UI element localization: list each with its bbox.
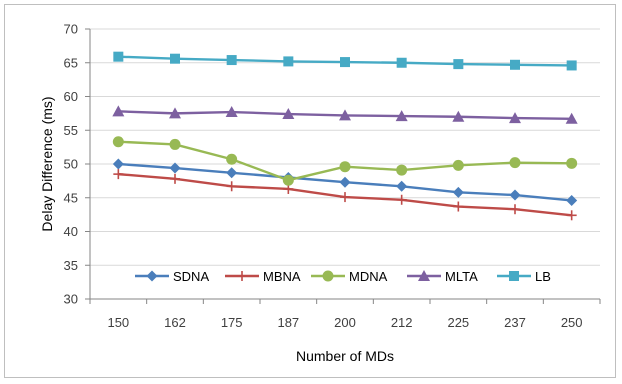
x-tick-labels: 150 162 175 187 200 212 225 237 250 xyxy=(107,315,582,330)
data-point-mdna xyxy=(226,153,238,165)
data-point-sdna xyxy=(226,167,238,179)
legend-item-mlta: MLTA xyxy=(407,269,478,284)
data-point-sdna xyxy=(509,189,521,201)
data-point-sdna xyxy=(396,180,408,192)
legend: SDNA MBNA MDNA MLTA LB xyxy=(135,269,551,284)
data-point-mbna xyxy=(170,173,180,184)
y-tick-label: 50 xyxy=(64,157,78,172)
series-line-mdna xyxy=(118,140,572,182)
x-axis-title: Number of MDs xyxy=(296,348,394,364)
data-point-mbna xyxy=(510,204,520,215)
data-point-lb xyxy=(283,56,294,67)
x-tick-label: 237 xyxy=(504,315,526,330)
data-point-mlta xyxy=(395,110,408,122)
legend-label: MBNA xyxy=(263,269,301,284)
data-point-lb xyxy=(453,59,464,70)
data-point-mbna xyxy=(566,210,577,221)
data-point-mdna xyxy=(339,161,351,173)
x-tick-label: 187 xyxy=(277,315,299,330)
series-lines xyxy=(112,51,578,221)
series-mbna xyxy=(113,169,577,221)
series-lb xyxy=(113,51,577,71)
legend-marker xyxy=(322,270,334,282)
y-tick-label: 30 xyxy=(64,292,78,307)
y-tick-label: 70 xyxy=(64,22,78,37)
legend-item-lb: LB xyxy=(497,269,551,284)
data-point-lb xyxy=(510,59,520,70)
x-tick-label: 212 xyxy=(391,315,413,330)
data-point-mlta xyxy=(169,107,181,119)
data-point-mdna xyxy=(566,157,578,169)
data-point-mlta xyxy=(339,109,351,121)
series-sdna xyxy=(112,158,578,206)
series-mlta xyxy=(112,105,578,124)
data-point-mdna xyxy=(452,159,464,171)
legend-label: MLTA xyxy=(445,269,478,284)
axes xyxy=(85,28,601,304)
data-point-mbna xyxy=(113,169,124,180)
data-point-sdna xyxy=(112,158,124,170)
data-point-mlta xyxy=(509,112,521,124)
data-point-mlta xyxy=(225,106,238,118)
data-point-mlta xyxy=(112,105,125,117)
data-point-mlta xyxy=(565,112,578,124)
data-point-mdna xyxy=(396,164,408,176)
data-point-mdna xyxy=(112,136,124,148)
legend-label: LB xyxy=(535,269,551,284)
legend-label: MDNA xyxy=(349,269,388,284)
data-point-mbna xyxy=(453,201,464,212)
data-point-lb xyxy=(113,51,124,62)
data-point-sdna xyxy=(169,162,181,174)
y-tick-label: 60 xyxy=(64,89,78,104)
y-tick-label: 35 xyxy=(64,258,78,273)
legend-item-mbna: MBNA xyxy=(225,269,301,284)
x-tick-label: 162 xyxy=(164,315,186,330)
y-tick-label: 55 xyxy=(64,123,78,138)
y-tick-labels: 30 35 40 45 50 55 60 65 70 xyxy=(64,22,78,307)
legend-marker xyxy=(146,270,158,282)
data-point-mdna xyxy=(169,138,181,150)
data-point-lb xyxy=(170,53,180,64)
legend-label: SDNA xyxy=(173,269,209,284)
legend-marker xyxy=(237,271,247,281)
data-point-lb xyxy=(396,57,407,68)
legend-item-mdna: MDNA xyxy=(311,269,388,284)
series-mdna xyxy=(112,136,578,186)
data-point-sdna xyxy=(452,186,464,198)
data-point-lb xyxy=(226,55,237,66)
x-tick-label: 200 xyxy=(334,315,356,330)
x-tick-label: 250 xyxy=(561,315,583,330)
legend-marker xyxy=(509,271,519,281)
data-point-sdna xyxy=(566,194,578,206)
data-point-mbna xyxy=(396,194,407,205)
data-point-mdna xyxy=(509,157,521,169)
x-tick-label: 225 xyxy=(447,315,469,330)
legend-marker xyxy=(418,270,430,281)
data-point-mlta xyxy=(452,110,465,122)
data-point-lb xyxy=(340,57,350,68)
data-point-lb xyxy=(566,60,577,71)
x-tick-label: 150 xyxy=(107,315,129,330)
legend-item-sdna: SDNA xyxy=(135,269,209,284)
y-tick-label: 65 xyxy=(64,55,78,70)
data-point-sdna xyxy=(339,176,351,188)
y-tick-label: 40 xyxy=(64,224,78,239)
data-point-mbna xyxy=(226,181,237,192)
y-tick-label: 45 xyxy=(64,190,78,205)
data-point-mdna xyxy=(282,174,294,186)
y-axis-title: Delay Difference (ms) xyxy=(39,96,55,231)
data-point-mbna xyxy=(340,192,350,203)
data-point-mlta xyxy=(282,108,295,120)
x-tick-label: 175 xyxy=(221,315,243,330)
